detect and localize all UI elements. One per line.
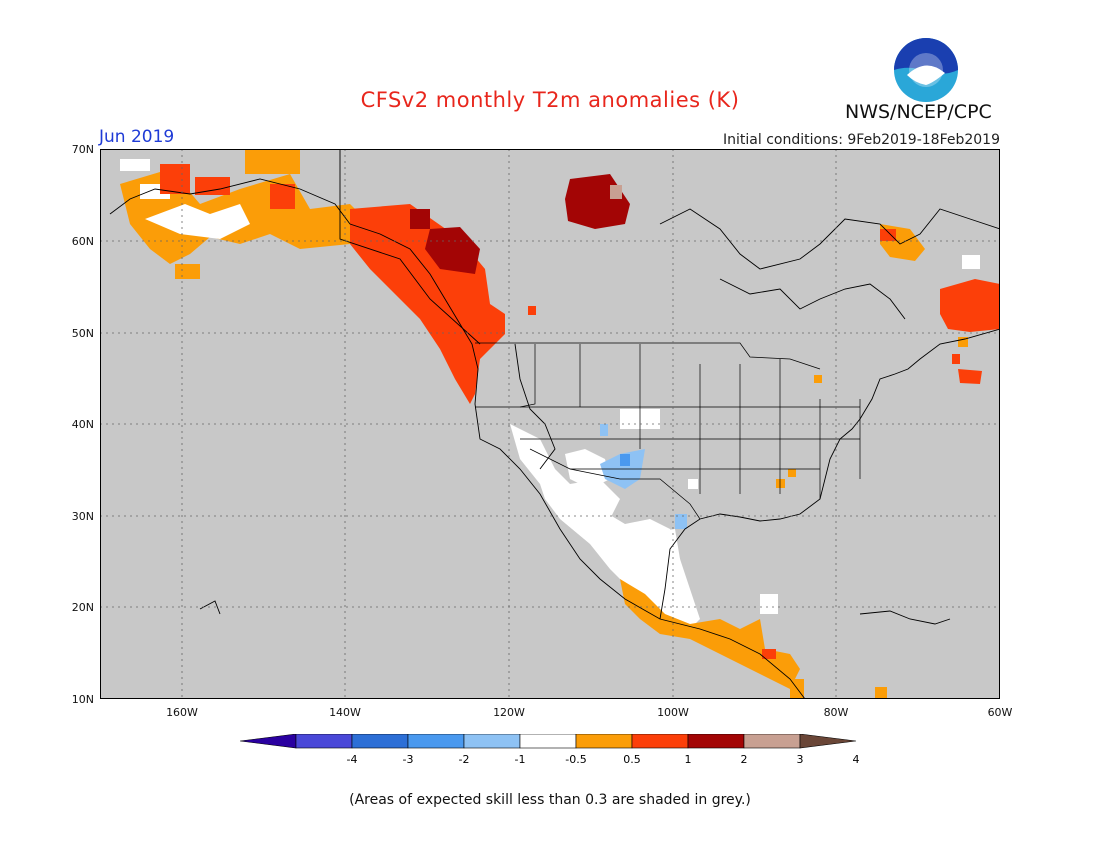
colorbar-tick-label: 3 [797,753,804,766]
mexico-anomaly [540,484,887,699]
colorbar-tick-label: 4 [853,753,860,766]
lat-label: 30N [71,510,94,523]
colorbar-arrow-high [799,734,857,749]
lat-label: 10N [71,693,94,706]
lon-label: 60W [987,706,1013,719]
lat-label: 40N [71,418,94,431]
colorbar-tick-label: 1 [685,753,692,766]
bc-coast-strong-warm [410,209,480,274]
colorbar-swatch [631,734,689,749]
lat-label: 50N [71,327,94,340]
colorbar-tick-label: -3 [403,753,414,766]
colorbar-tick-label: -0.5 [565,753,586,766]
graticule [100,149,1000,699]
lon-label: 140W [329,706,361,719]
lat-label: 70N [71,143,94,156]
colorbar-swatch [743,734,801,749]
colorbar-tick-label: 0.5 [623,753,641,766]
nunavut-anomaly [565,174,630,229]
initial-conditions: Initial conditions: 9Feb2019-18Feb2019 [723,132,1000,148]
lon-label: 120W [493,706,525,719]
noaa-logo [894,38,958,102]
borders [475,342,861,520]
alaska-strong-warm [160,164,295,209]
coastlines [109,149,1000,699]
colorbar-swatch [295,734,353,749]
colorbar-tick-label: -1 [515,753,526,766]
agency-label: NWS/NCEP/CPC [845,101,992,123]
lat-label: 60N [71,235,94,248]
colorbar-tick-label: 2 [741,753,748,766]
skill-note: (Areas of expected skill less than 0.3 a… [349,792,751,808]
forecast-period: Jun 2019 [99,127,175,147]
map-frame [100,149,1000,699]
anomaly-map [100,149,1000,699]
colorbar-tick-label: -4 [347,753,358,766]
lon-label: 160W [166,706,198,719]
colorbar-swatch [407,734,465,749]
colorbar-tick-label: -2 [459,753,470,766]
colorbar: -4 -3 -2 -1 -0.5 0.5 1 2 3 4 [240,734,860,766]
colorbar-swatch [687,734,745,749]
colorbar-swatch [351,734,409,749]
lat-label: 20N [71,601,94,614]
colorbar-swatch [519,734,577,749]
colorbar-swatch [463,734,521,749]
colorbar-arrow-low [240,734,297,749]
map-title: CFSv2 monthly T2m anomalies (K) [360,88,740,112]
lon-label: 80W [823,706,849,719]
lon-label: 100W [657,706,689,719]
colorbar-swatch [575,734,633,749]
